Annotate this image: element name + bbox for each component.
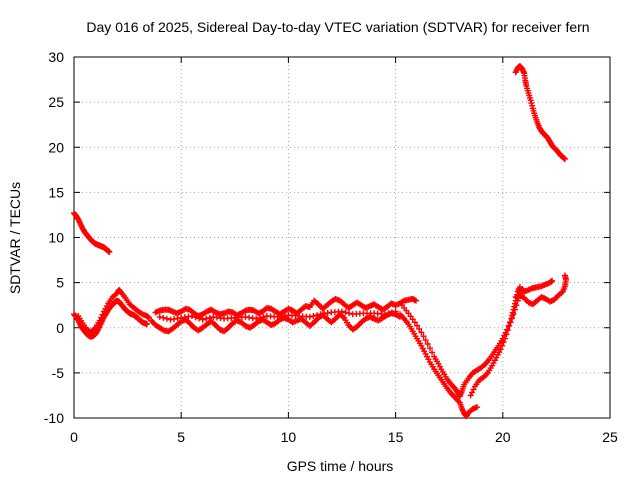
data-point xyxy=(528,100,535,107)
data-point xyxy=(99,311,106,318)
y-axis-label: SDTVAR / TECUs xyxy=(7,182,23,294)
data-point xyxy=(342,309,349,316)
data-point xyxy=(509,315,516,322)
data-point xyxy=(474,404,481,411)
data-point xyxy=(497,346,504,353)
data-point xyxy=(206,314,213,321)
x-tick-label: 15 xyxy=(388,429,404,445)
data-point xyxy=(163,315,170,322)
series-arc-evening-rise xyxy=(467,277,556,399)
series-arc-late-high xyxy=(512,63,568,162)
data-point xyxy=(561,272,568,279)
data-point xyxy=(426,345,433,352)
axis-ticks: 0 5 10 15 20 25 -10 -5 0 5 10 15 20 25 30 xyxy=(44,49,618,445)
data-point xyxy=(392,308,399,315)
data-point xyxy=(549,277,556,284)
y-tick-label: -10 xyxy=(44,410,64,426)
data-point xyxy=(306,313,313,320)
y-tick-label: -5 xyxy=(52,365,65,381)
series-arc-midday-mid xyxy=(156,308,399,323)
y-tick-label: 0 xyxy=(56,320,64,336)
x-tick-label: 10 xyxy=(281,429,297,445)
data-point xyxy=(405,310,412,317)
data-point xyxy=(422,337,429,344)
data-point xyxy=(510,311,517,318)
data-point xyxy=(381,311,388,318)
data-point xyxy=(418,329,425,336)
data-point xyxy=(527,97,534,104)
data-point xyxy=(506,322,513,329)
data-point xyxy=(253,315,260,322)
data-point xyxy=(192,314,199,321)
data-point xyxy=(346,310,353,317)
data-point xyxy=(260,313,267,320)
data-point xyxy=(98,314,105,321)
series-arc-midday-lower xyxy=(148,310,403,335)
data-point xyxy=(503,331,510,338)
grid xyxy=(74,57,610,418)
data-point xyxy=(96,317,103,324)
data-point xyxy=(511,306,518,313)
data-point xyxy=(143,321,150,328)
data-point xyxy=(499,342,506,349)
data-point xyxy=(561,155,568,162)
data-point xyxy=(389,309,396,316)
data-point xyxy=(469,389,476,396)
x-axis-label: GPS time / hours xyxy=(287,458,394,474)
data-point xyxy=(500,339,507,346)
y-tick-label: 15 xyxy=(48,184,64,200)
data-point xyxy=(470,386,477,393)
data-point xyxy=(429,349,436,356)
data-point xyxy=(160,314,167,321)
data-point xyxy=(414,322,421,329)
data-point xyxy=(199,316,206,323)
series-arc-midday-upper xyxy=(152,295,419,320)
data-point xyxy=(424,340,431,347)
series-arc-late-lower xyxy=(512,272,570,308)
data-point xyxy=(467,392,474,399)
data-point xyxy=(385,310,392,317)
data-point xyxy=(513,302,520,309)
data-point xyxy=(501,335,508,342)
data-points xyxy=(71,63,570,420)
x-tick-label: 25 xyxy=(602,429,618,445)
data-point xyxy=(156,313,163,320)
data-point xyxy=(416,325,423,332)
data-point xyxy=(412,297,419,304)
y-tick-label: 25 xyxy=(48,94,64,110)
data-point xyxy=(256,314,263,321)
data-point xyxy=(504,327,511,334)
data-point xyxy=(411,319,418,326)
data-point xyxy=(188,313,195,320)
x-tick-label: 5 xyxy=(177,429,185,445)
data-point xyxy=(409,316,416,323)
y-tick-label: 20 xyxy=(48,139,64,155)
y-tick-label: 5 xyxy=(56,275,64,291)
x-tick-label: 20 xyxy=(495,429,511,445)
data-point xyxy=(203,315,210,322)
data-point xyxy=(507,319,514,326)
x-tick-label: 0 xyxy=(70,429,78,445)
data-point xyxy=(407,313,414,320)
series-arc-early-high xyxy=(71,210,113,255)
series-arc-evening-dip-a xyxy=(396,311,481,420)
y-tick-label: 10 xyxy=(48,230,64,246)
data-point xyxy=(339,308,345,315)
data-point xyxy=(313,312,320,319)
data-point xyxy=(106,248,113,255)
data-point xyxy=(529,102,536,109)
y-tick-label: 30 xyxy=(48,49,64,65)
series-arc-morning-b xyxy=(75,286,153,336)
data-point xyxy=(196,315,203,322)
data-point xyxy=(420,333,427,340)
data-point xyxy=(310,313,317,320)
chart-title: Day 016 of 2025, Sidereal Day-to-day VTE… xyxy=(86,19,589,35)
